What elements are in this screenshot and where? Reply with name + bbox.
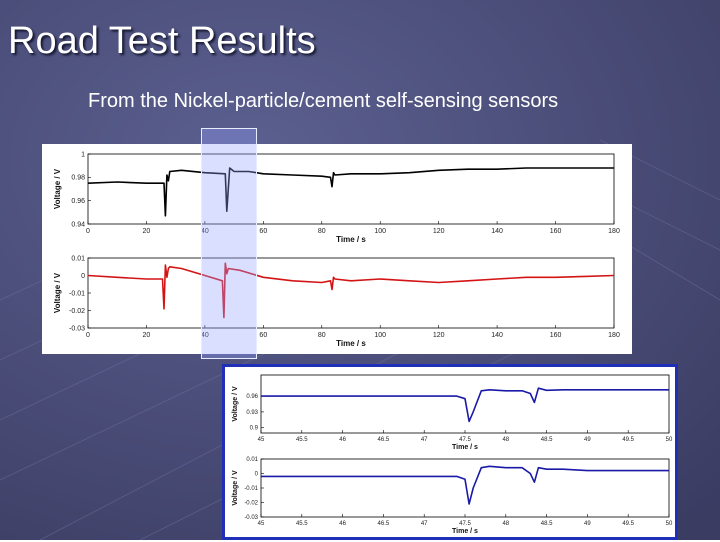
y-axis-label: Voltage / V bbox=[232, 470, 239, 506]
x-tick-label: 100 bbox=[374, 228, 386, 235]
plot-frame bbox=[260, 458, 670, 518]
x-tick-label: 80 bbox=[318, 228, 326, 235]
x-tick-label: 47.5 bbox=[459, 437, 471, 443]
x-tick-label: 46 bbox=[339, 521, 346, 527]
chart-blue-voltage-zoom-bottom: 45 45.5 46 46.5 47 47.5 48 48.5 49 49.5 50 -0.03 -0.… bbox=[232, 457, 673, 535]
plot-frame bbox=[87, 257, 615, 329]
zoom-highlight-region bbox=[201, 128, 257, 359]
x-tick-label: 40 bbox=[201, 332, 209, 339]
full-signal-charts: 0 20 40 60 80 100 120 140 160 180 0.94 0.96 0.98 1 Tim… bbox=[53, 151, 620, 348]
x-tick-label: 180 bbox=[608, 228, 620, 235]
y-tick-label: -0.01 bbox=[244, 486, 258, 492]
plot-frame bbox=[260, 374, 670, 434]
x-tick-label: 48.5 bbox=[541, 437, 553, 443]
x-tick-label: 50 bbox=[666, 521, 673, 527]
x-tick-label: 48.5 bbox=[541, 521, 553, 527]
chart-blue-voltage-zoom-top: 45 45.5 46 46.5 47 47.5 48 48.5 49 49.5 50 0.9 0.93 0… bbox=[232, 374, 673, 451]
chart-black-voltage: 0 20 40 60 80 100 120 140 160 180 0.94 0.96 0.98 1 Tim… bbox=[53, 151, 620, 244]
x-tick-label: 180 bbox=[608, 332, 620, 339]
series-line bbox=[87, 262, 615, 319]
chart-red-voltage: 0 20 40 60 80 100 120 140 160 180 -0.03 -0.02 -0.01 0… bbox=[53, 255, 620, 348]
x-tick-label: 100 bbox=[374, 332, 386, 339]
x-tick-label: 47.5 bbox=[459, 521, 471, 527]
x-axis-label: Time / s bbox=[452, 444, 478, 451]
y-tick-label: 0.01 bbox=[246, 457, 258, 463]
full-signal-panel: 0 20 40 60 80 100 120 140 160 180 0.94 0.96 0.98 1 Tim… bbox=[42, 144, 632, 354]
x-tick-label: 45 bbox=[258, 437, 265, 443]
x-tick-label: 160 bbox=[550, 332, 562, 339]
y-tick-label: -0.02 bbox=[244, 501, 258, 507]
x-tick-label: 160 bbox=[550, 228, 562, 235]
y-tick-label: 0.9 bbox=[250, 426, 259, 432]
x-tick-label: 120 bbox=[433, 228, 445, 235]
x-tick-label: 60 bbox=[259, 228, 267, 235]
x-tick-label: 49.5 bbox=[622, 521, 634, 527]
y-tick-label: -0.03 bbox=[244, 515, 258, 521]
x-tick-label: 140 bbox=[491, 332, 503, 339]
x-tick-label: 46.5 bbox=[378, 437, 390, 443]
series-line bbox=[261, 465, 669, 505]
x-tick-label: 140 bbox=[491, 228, 503, 235]
zoomed-signal-charts: 45 45.5 46 46.5 47 47.5 48 48.5 49 49.5 50 0.9 0.93 0… bbox=[232, 374, 673, 535]
x-tick-label: 49 bbox=[584, 437, 591, 443]
plot-frame bbox=[87, 153, 615, 225]
x-tick-label: 46.5 bbox=[378, 521, 390, 527]
x-axis-label: Time / s bbox=[452, 528, 478, 535]
x-tick-label: 45 bbox=[258, 521, 265, 527]
x-tick-label: 45.5 bbox=[296, 521, 308, 527]
y-tick-label: -0.01 bbox=[69, 290, 85, 297]
y-tick-label: 0.01 bbox=[71, 255, 85, 262]
x-tick-label: 50 bbox=[666, 437, 673, 443]
y-tick-label: 0.93 bbox=[246, 410, 258, 416]
x-tick-label: 49 bbox=[584, 521, 591, 527]
y-tick-label: 0.96 bbox=[246, 394, 258, 400]
y-axis-label: Voltage / V bbox=[53, 272, 62, 313]
x-tick-label: 20 bbox=[143, 332, 151, 339]
y-axis-label: Voltage / V bbox=[232, 386, 239, 422]
y-tick-label: 0.94 bbox=[71, 221, 85, 228]
y-tick-label: 0.96 bbox=[71, 198, 85, 205]
x-tick-label: 40 bbox=[201, 228, 209, 235]
y-tick-label: 0 bbox=[255, 472, 259, 478]
x-axis-label: Time / s bbox=[336, 339, 366, 348]
x-tick-label: 47 bbox=[421, 437, 428, 443]
x-tick-label: 46 bbox=[339, 437, 346, 443]
x-tick-label: 48 bbox=[502, 437, 509, 443]
x-tick-label: 120 bbox=[433, 332, 445, 339]
x-tick-label: 49.5 bbox=[622, 437, 634, 443]
x-tick-label: 0 bbox=[86, 228, 90, 235]
slide-subtitle: From the Nickel-particle/cement self-sen… bbox=[88, 90, 559, 112]
x-tick-label: 48 bbox=[502, 521, 509, 527]
slide-title: Road Test Results bbox=[8, 20, 316, 62]
x-axis-label: Time / s bbox=[336, 235, 366, 244]
x-tick-label: 47 bbox=[421, 521, 428, 527]
y-tick-label: -0.02 bbox=[69, 308, 85, 315]
x-tick-label: 45.5 bbox=[296, 437, 308, 443]
x-tick-label: 0 bbox=[86, 332, 90, 339]
y-tick-label: 0.98 bbox=[71, 175, 85, 182]
x-tick-label: 80 bbox=[318, 332, 326, 339]
zoomed-signal-panel: 45 45.5 46 46.5 47 47.5 48 48.5 49 49.5 50 0.9 0.93 0… bbox=[222, 364, 678, 540]
x-tick-label: 20 bbox=[143, 228, 151, 235]
y-tick-label: -0.03 bbox=[69, 325, 85, 332]
series-line bbox=[261, 387, 669, 423]
y-tick-label: 0 bbox=[81, 273, 85, 280]
x-tick-label: 60 bbox=[259, 332, 267, 339]
y-tick-label: 1 bbox=[81, 151, 85, 158]
y-axis-label: Voltage / V bbox=[53, 168, 62, 209]
series-line bbox=[87, 167, 614, 217]
